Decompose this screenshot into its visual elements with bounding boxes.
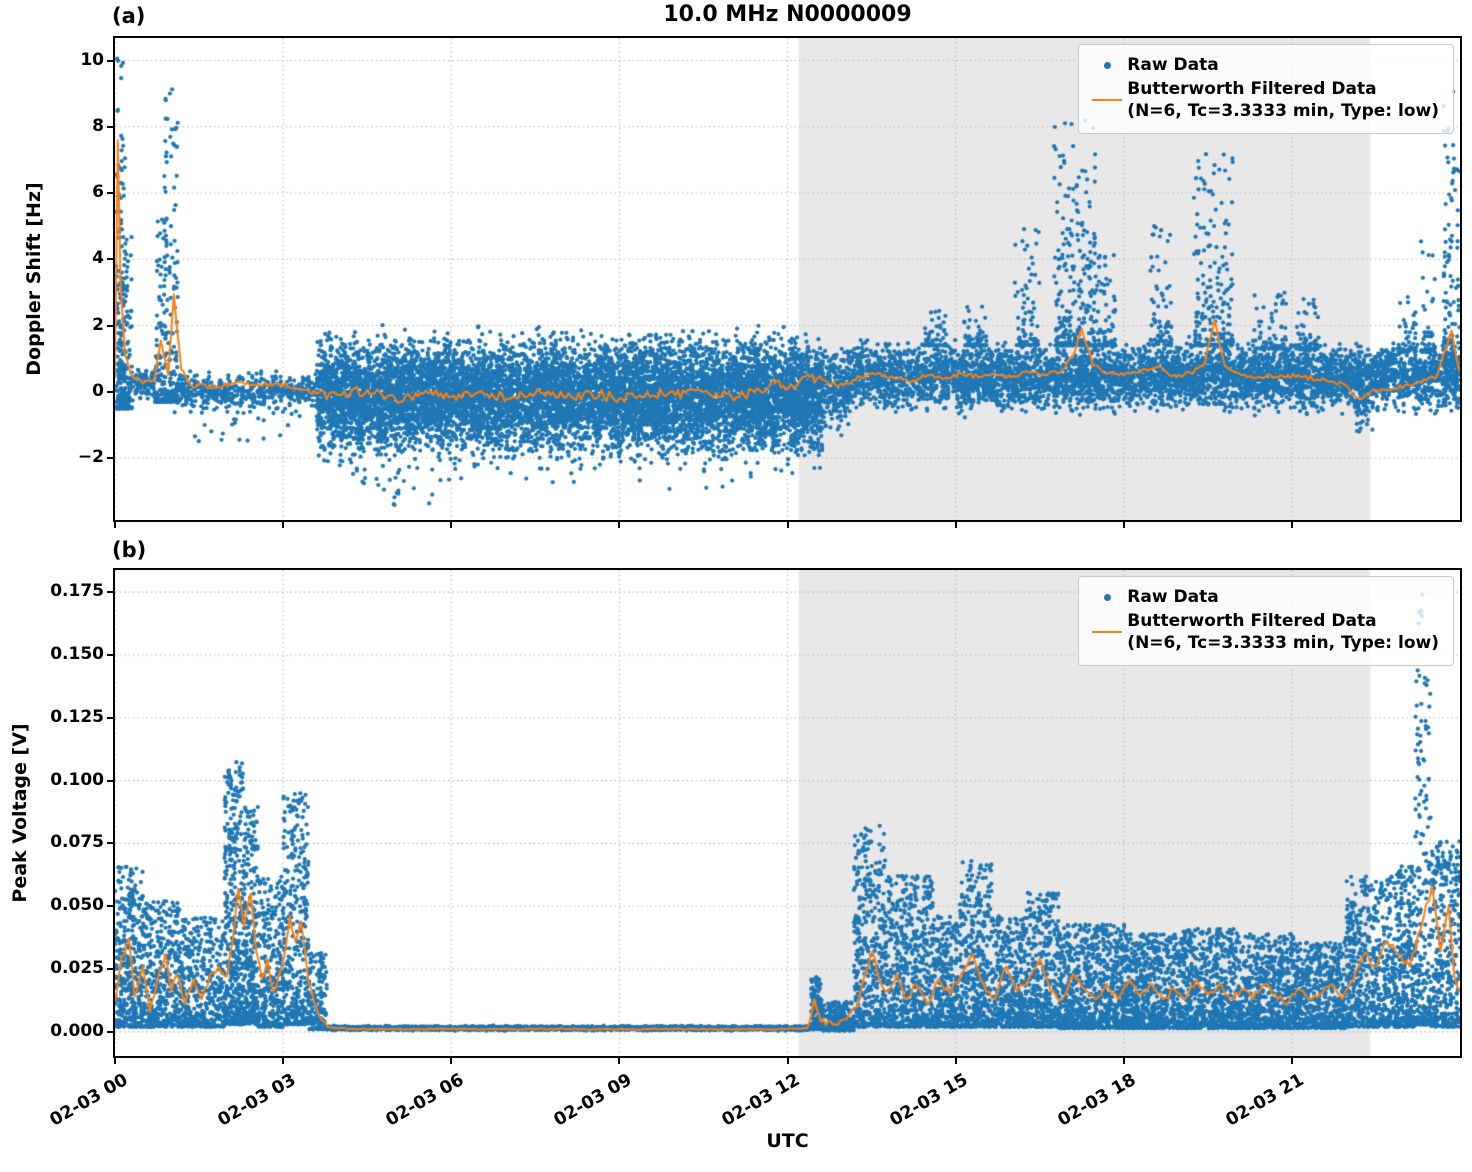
filtered-data-sublabel: (N=6, Tc=3.3333 min, Type: low): [1127, 101, 1439, 122]
x-tickmark: [1290, 1058, 1293, 1064]
y-tickmark: [107, 653, 113, 656]
y-tick-label: −2: [77, 447, 104, 468]
y-tickmark: [107, 1030, 113, 1033]
raw-data-label: Raw Data: [1127, 587, 1219, 607]
y-tickmark: [107, 192, 113, 195]
raw-data-marker-col: [1087, 593, 1127, 601]
y-tick-label: 4: [92, 248, 104, 269]
x-tick-label: 02-03 03: [214, 1070, 300, 1131]
panel-a-ylabel: Doppler Shift [Hz]: [23, 182, 45, 376]
x-tick-label: 02-03 00: [46, 1070, 131, 1131]
x-tickmark: [450, 522, 453, 528]
x-tickmark: [450, 1058, 453, 1064]
x-tickmark: [618, 1058, 621, 1064]
y-tick-label: 0.175: [50, 581, 104, 602]
x-tick-label: 02-03 12: [718, 1070, 804, 1131]
y-tick-label: 6: [92, 182, 104, 203]
x-tickmark: [282, 522, 285, 528]
filtered-data-line-icon: [1092, 99, 1123, 102]
chart-title: 10.0 MHz N0000009: [663, 2, 912, 27]
x-tickmark: [618, 522, 621, 528]
y-tick-label: 10: [80, 49, 104, 70]
x-tickmark: [786, 522, 789, 528]
y-tick-label: 0.025: [50, 958, 104, 979]
y-tickmark: [107, 457, 113, 460]
filtered-data-sublabel: (N=6, Tc=3.3333 min, Type: low): [1127, 633, 1439, 654]
panel-b-legend: Raw Data Butterworth Filtered Data (N=6,…: [1078, 576, 1454, 667]
y-tick-label: 0.100: [50, 769, 104, 790]
y-tickmark: [107, 258, 113, 261]
y-tickmark: [107, 390, 113, 393]
y-tickmark: [107, 591, 113, 594]
x-tickmark: [114, 1058, 116, 1064]
filtered-data-line-icon: [1092, 631, 1123, 634]
raw-data-dot-icon: [1103, 593, 1111, 601]
y-tick-label: 2: [92, 314, 104, 335]
y-tickmark: [107, 324, 113, 327]
y-tick-label: 0.150: [50, 643, 104, 664]
x-tick-label: 02-03 09: [550, 1070, 636, 1131]
y-tickmark: [107, 968, 113, 971]
x-tickmark: [1290, 522, 1293, 528]
y-tick-label: 0.075: [50, 832, 104, 853]
legend-row-filtered: Butterworth Filtered Data (N=6, Tc=3.333…: [1087, 610, 1439, 654]
panel-a-label: (a): [112, 4, 146, 28]
y-tickmark: [107, 842, 113, 845]
y-tick-label: 0.000: [50, 1020, 104, 1041]
y-tick-label: 0.125: [50, 706, 104, 727]
x-axis-label: UTC: [766, 1130, 809, 1152]
y-tickmark: [107, 125, 113, 128]
y-tick-label: 0: [92, 380, 104, 401]
panel-b-ylabel: Peak Voltage [V]: [9, 723, 31, 903]
y-tickmark: [107, 905, 113, 908]
x-tick-label: 02-03 06: [382, 1070, 468, 1131]
legend-row-filtered: Butterworth Filtered Data (N=6, Tc=3.333…: [1087, 78, 1439, 122]
x-tick-label: 02-03 15: [886, 1070, 972, 1131]
x-tickmark: [1122, 522, 1125, 528]
filtered-data-label: Butterworth Filtered Data: [1127, 79, 1377, 100]
filtered-data-marker-col: [1087, 631, 1127, 634]
filtered-data-marker-col: [1087, 99, 1127, 102]
x-tickmark: [786, 1058, 789, 1064]
y-tickmark: [107, 779, 113, 782]
x-tick-label: 02-03 18: [1054, 1070, 1140, 1131]
x-tickmark: [1122, 1058, 1125, 1064]
x-tickmark: [282, 1058, 285, 1064]
y-tickmark: [107, 716, 113, 719]
filtered-data-label: Butterworth Filtered Data: [1127, 611, 1377, 632]
x-tickmark: [954, 522, 957, 528]
y-tickmark: [107, 59, 113, 62]
x-tickmark: [114, 522, 116, 528]
raw-data-label: Raw Data: [1127, 55, 1219, 75]
x-tick-label: 02-03 21: [1223, 1070, 1308, 1131]
panel-b-label: (b): [112, 538, 147, 562]
y-tick-label: 8: [92, 115, 104, 136]
panel-a-legend: Raw Data Butterworth Filtered Data (N=6,…: [1078, 44, 1454, 135]
raw-data-dot-icon: [1103, 61, 1111, 69]
legend-row-raw: Raw Data: [1087, 54, 1439, 76]
x-tickmark: [954, 1058, 957, 1064]
raw-data-marker-col: [1087, 61, 1127, 69]
y-tick-label: 0.050: [50, 895, 104, 916]
legend-row-raw: Raw Data: [1087, 586, 1439, 608]
